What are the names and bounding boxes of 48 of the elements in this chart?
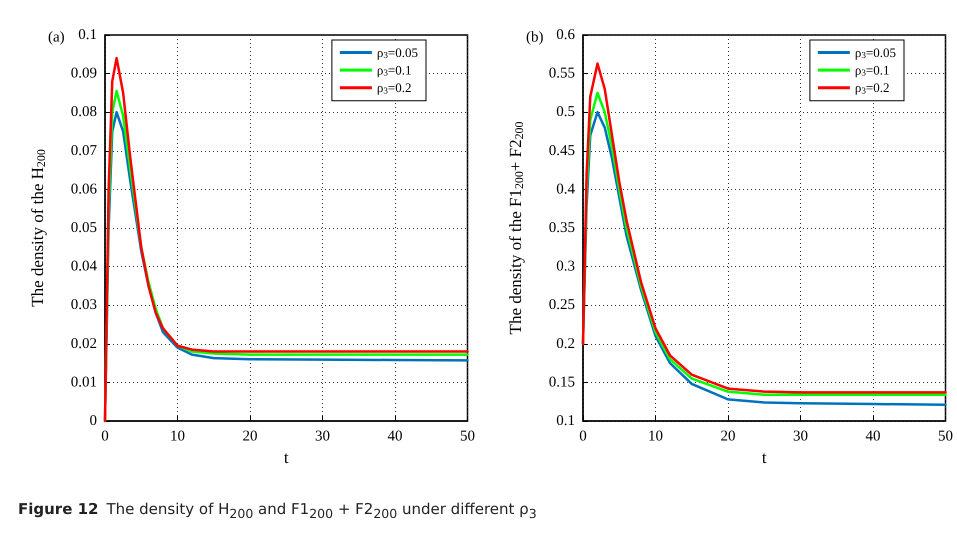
x-tick-label: 30 bbox=[315, 428, 330, 444]
text: The density of H$_{200}$ and F1$_{200}$ + F2$_{200}$ under different ρ$_{3}$ bbox=[106, 500, 537, 521]
y-axis-title: The density of the F1200+ F2200 bbox=[506, 122, 526, 334]
y-tick-label: 0.5 bbox=[556, 104, 575, 120]
x-tick-label: 20 bbox=[720, 428, 736, 444]
x-tick-label: 50 bbox=[460, 428, 475, 444]
x-tick-label: 0 bbox=[579, 428, 587, 444]
y-tick-label: 0.04 bbox=[70, 258, 98, 275]
legend-label: ρ3=0.05 bbox=[376, 45, 418, 60]
x-tick-label: 50 bbox=[938, 428, 953, 444]
x-tick-label: 20 bbox=[242, 428, 258, 444]
y-tick-label: 0.06 bbox=[70, 181, 98, 198]
y-tick-label: 0.15 bbox=[548, 374, 575, 390]
x-tick-label: 10 bbox=[648, 428, 663, 444]
legend-label: ρ3=0.05 bbox=[854, 45, 896, 60]
y-tick-label: 0.1 bbox=[78, 27, 97, 43]
legend-label: ρ3=0.2 bbox=[376, 80, 412, 96]
text: (b) bbox=[526, 30, 544, 46]
legend-label: ρ3=0.2 bbox=[854, 80, 890, 96]
x-tick-label: 0 bbox=[101, 428, 109, 444]
x-tick-label: 30 bbox=[793, 428, 808, 444]
y-tick-label: 0.01 bbox=[70, 374, 97, 390]
y-tick-label: 0.4 bbox=[556, 181, 576, 198]
y-tick-label: 0 bbox=[90, 413, 97, 429]
x-tick-label: 40 bbox=[388, 428, 402, 444]
y-tick-label: 0.45 bbox=[548, 142, 575, 159]
legend-label: ρ3=0.1 bbox=[376, 62, 412, 78]
y-tick-label: 0.05 bbox=[70, 220, 97, 236]
y-tick-label: 0.1 bbox=[556, 413, 575, 429]
y-tick-label: 0.2 bbox=[556, 336, 575, 352]
y-tick-label: 0.02 bbox=[70, 336, 97, 352]
y-tick-label: 0.09 bbox=[70, 66, 97, 82]
y-tick-label: 0.25 bbox=[548, 297, 575, 314]
x-axis-title: t bbox=[762, 448, 767, 467]
y-tick-label: 0.07 bbox=[70, 142, 98, 159]
x-tick-label: 10 bbox=[170, 428, 185, 444]
legend-label: ρ3=0.1 bbox=[854, 62, 890, 78]
y-tick-label: 0.6 bbox=[556, 27, 576, 43]
y-tick-label: 0.03 bbox=[70, 297, 97, 314]
y-tick-label: 0.55 bbox=[548, 66, 575, 82]
y-tick-label: 0.35 bbox=[548, 220, 575, 236]
y-axis-title: The density of the H200 bbox=[28, 149, 48, 307]
caption: Figure 12 bbox=[18, 500, 98, 518]
text: (a) bbox=[48, 30, 65, 46]
x-tick-label: 40 bbox=[866, 428, 880, 444]
y-tick-label: 0.3 bbox=[556, 258, 575, 275]
x-axis-title: t bbox=[284, 448, 289, 467]
y-tick-label: 0.08 bbox=[70, 104, 97, 120]
